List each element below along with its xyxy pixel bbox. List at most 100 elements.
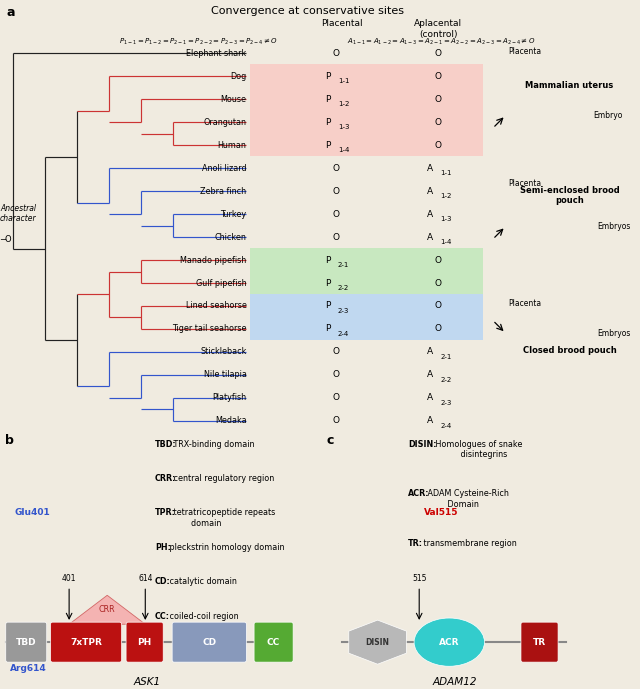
Polygon shape	[349, 620, 406, 664]
Text: ACR: ACR	[439, 637, 460, 647]
Text: O: O	[333, 209, 339, 218]
FancyBboxPatch shape	[172, 622, 246, 662]
Text: CRR:: CRR:	[155, 474, 176, 483]
Text: Mammalian uterus: Mammalian uterus	[525, 81, 614, 90]
Text: A: A	[427, 393, 433, 402]
FancyBboxPatch shape	[126, 622, 163, 662]
Text: Platyfish: Platyfish	[212, 393, 246, 402]
Text: tetratricopeptide repeats
        domain: tetratricopeptide repeats domain	[171, 508, 275, 528]
Text: central regulatory region: central regulatory region	[171, 474, 274, 483]
Text: ADAM12: ADAM12	[432, 677, 477, 688]
Text: P: P	[326, 72, 331, 81]
Text: O: O	[435, 278, 442, 287]
Text: O: O	[435, 72, 442, 81]
Text: O: O	[435, 256, 442, 265]
Text: O: O	[333, 416, 339, 425]
Text: 2-2: 2-2	[440, 377, 452, 383]
Text: Stickleback: Stickleback	[200, 347, 246, 356]
Text: Tiger tail seahorse: Tiger tail seahorse	[172, 325, 246, 333]
Text: Zebra finch: Zebra finch	[200, 187, 246, 196]
Text: O: O	[333, 233, 339, 242]
Text: 1-1: 1-1	[440, 170, 452, 176]
Text: Embryo: Embryo	[593, 111, 623, 120]
Text: ADAM Cysteine-Rich
         Domain: ADAM Cysteine-Rich Domain	[425, 489, 509, 508]
Text: $A_{1-1}=A_{1-2}=A_{1-3}=A_{2-1}=A_{2-2}=A_{2-3}=A_{2-4}\neq O$: $A_{1-1}=A_{1-2}=A_{1-3}=A_{2-1}=A_{2-2}…	[348, 37, 536, 47]
Text: P: P	[326, 118, 331, 127]
Text: DISIN: DISIN	[365, 637, 390, 647]
Polygon shape	[69, 595, 145, 624]
FancyBboxPatch shape	[6, 622, 47, 662]
Text: O: O	[435, 49, 442, 58]
Text: PH:: PH:	[155, 543, 171, 552]
Text: a: a	[6, 6, 15, 19]
Text: Mouse: Mouse	[220, 95, 246, 104]
Text: Placental: Placental	[321, 19, 364, 28]
Text: Placenta: Placenta	[508, 179, 541, 188]
Text: b: b	[5, 434, 14, 447]
Text: 2-4: 2-4	[338, 331, 349, 337]
Text: Aplacental
(control): Aplacental (control)	[414, 19, 463, 39]
Text: P: P	[326, 256, 331, 265]
Text: 2-2: 2-2	[338, 285, 349, 291]
Text: O: O	[333, 164, 339, 173]
Text: 1-3: 1-3	[440, 216, 452, 223]
Text: Semi-enclosed brood
pouch: Semi-enclosed brood pouch	[520, 185, 620, 205]
Text: pleckstrin homology domain: pleckstrin homology domain	[167, 543, 284, 552]
Text: 2-1: 2-1	[338, 263, 349, 268]
Text: Gulf pipefish: Gulf pipefish	[196, 278, 246, 287]
Text: 1-4: 1-4	[440, 239, 452, 245]
Text: 2-4: 2-4	[440, 423, 452, 429]
Text: Placenta: Placenta	[508, 47, 541, 56]
Text: 2-3: 2-3	[338, 308, 349, 314]
Text: Convergence at conservative sites: Convergence at conservative sites	[211, 6, 404, 17]
Text: Nile tilapia: Nile tilapia	[204, 371, 246, 380]
Text: Dog: Dog	[230, 72, 246, 81]
Text: Embryos: Embryos	[598, 222, 631, 231]
Text: Placenta: Placenta	[508, 299, 541, 308]
Text: 401: 401	[62, 574, 76, 583]
FancyBboxPatch shape	[521, 622, 558, 662]
Text: TBD:: TBD:	[155, 440, 177, 449]
Text: A: A	[427, 347, 433, 356]
Text: Arg614: Arg614	[10, 664, 46, 672]
Text: 1-1: 1-1	[338, 79, 349, 85]
Text: TR:: TR:	[408, 539, 423, 548]
Ellipse shape	[414, 618, 484, 666]
Text: O: O	[435, 141, 442, 150]
Text: 7xTPR: 7xTPR	[70, 637, 102, 647]
Text: CC:: CC:	[155, 612, 170, 621]
Text: Turkey: Turkey	[220, 209, 246, 218]
Text: Elephant shark: Elephant shark	[186, 49, 246, 58]
Text: Human: Human	[218, 141, 246, 150]
Text: TR: TR	[533, 637, 546, 647]
Text: Chicken: Chicken	[214, 233, 246, 242]
Text: TRX-binding domain: TRX-binding domain	[171, 440, 254, 449]
Text: P: P	[326, 278, 331, 287]
Text: ASK1: ASK1	[134, 677, 161, 688]
Text: A: A	[427, 233, 433, 242]
Text: 1-2: 1-2	[338, 101, 349, 107]
Text: c: c	[326, 434, 334, 447]
Text: Closed brood pouch: Closed brood pouch	[523, 346, 616, 355]
Text: O: O	[333, 393, 339, 402]
Bar	[250, 248, 483, 294]
Text: TPR:: TPR:	[155, 508, 176, 517]
Text: Anoli lizard: Anoli lizard	[202, 164, 246, 173]
Text: O: O	[333, 187, 339, 196]
Text: Medaka: Medaka	[215, 416, 246, 425]
Text: ─O: ─O	[0, 235, 12, 244]
Text: P: P	[326, 302, 331, 311]
Text: 515: 515	[412, 574, 426, 583]
Text: O: O	[435, 118, 442, 127]
Text: Val515: Val515	[424, 508, 459, 517]
Text: O: O	[333, 347, 339, 356]
Text: CRR: CRR	[99, 604, 115, 614]
Text: P: P	[326, 325, 331, 333]
Text: A: A	[427, 187, 433, 196]
Text: Glu401: Glu401	[14, 508, 50, 517]
Text: O: O	[333, 49, 339, 58]
Text: Ancestral
character: Ancestral character	[0, 204, 36, 223]
Text: 1-3: 1-3	[338, 125, 349, 130]
Text: catalytic domain: catalytic domain	[167, 577, 237, 586]
FancyBboxPatch shape	[51, 622, 122, 662]
